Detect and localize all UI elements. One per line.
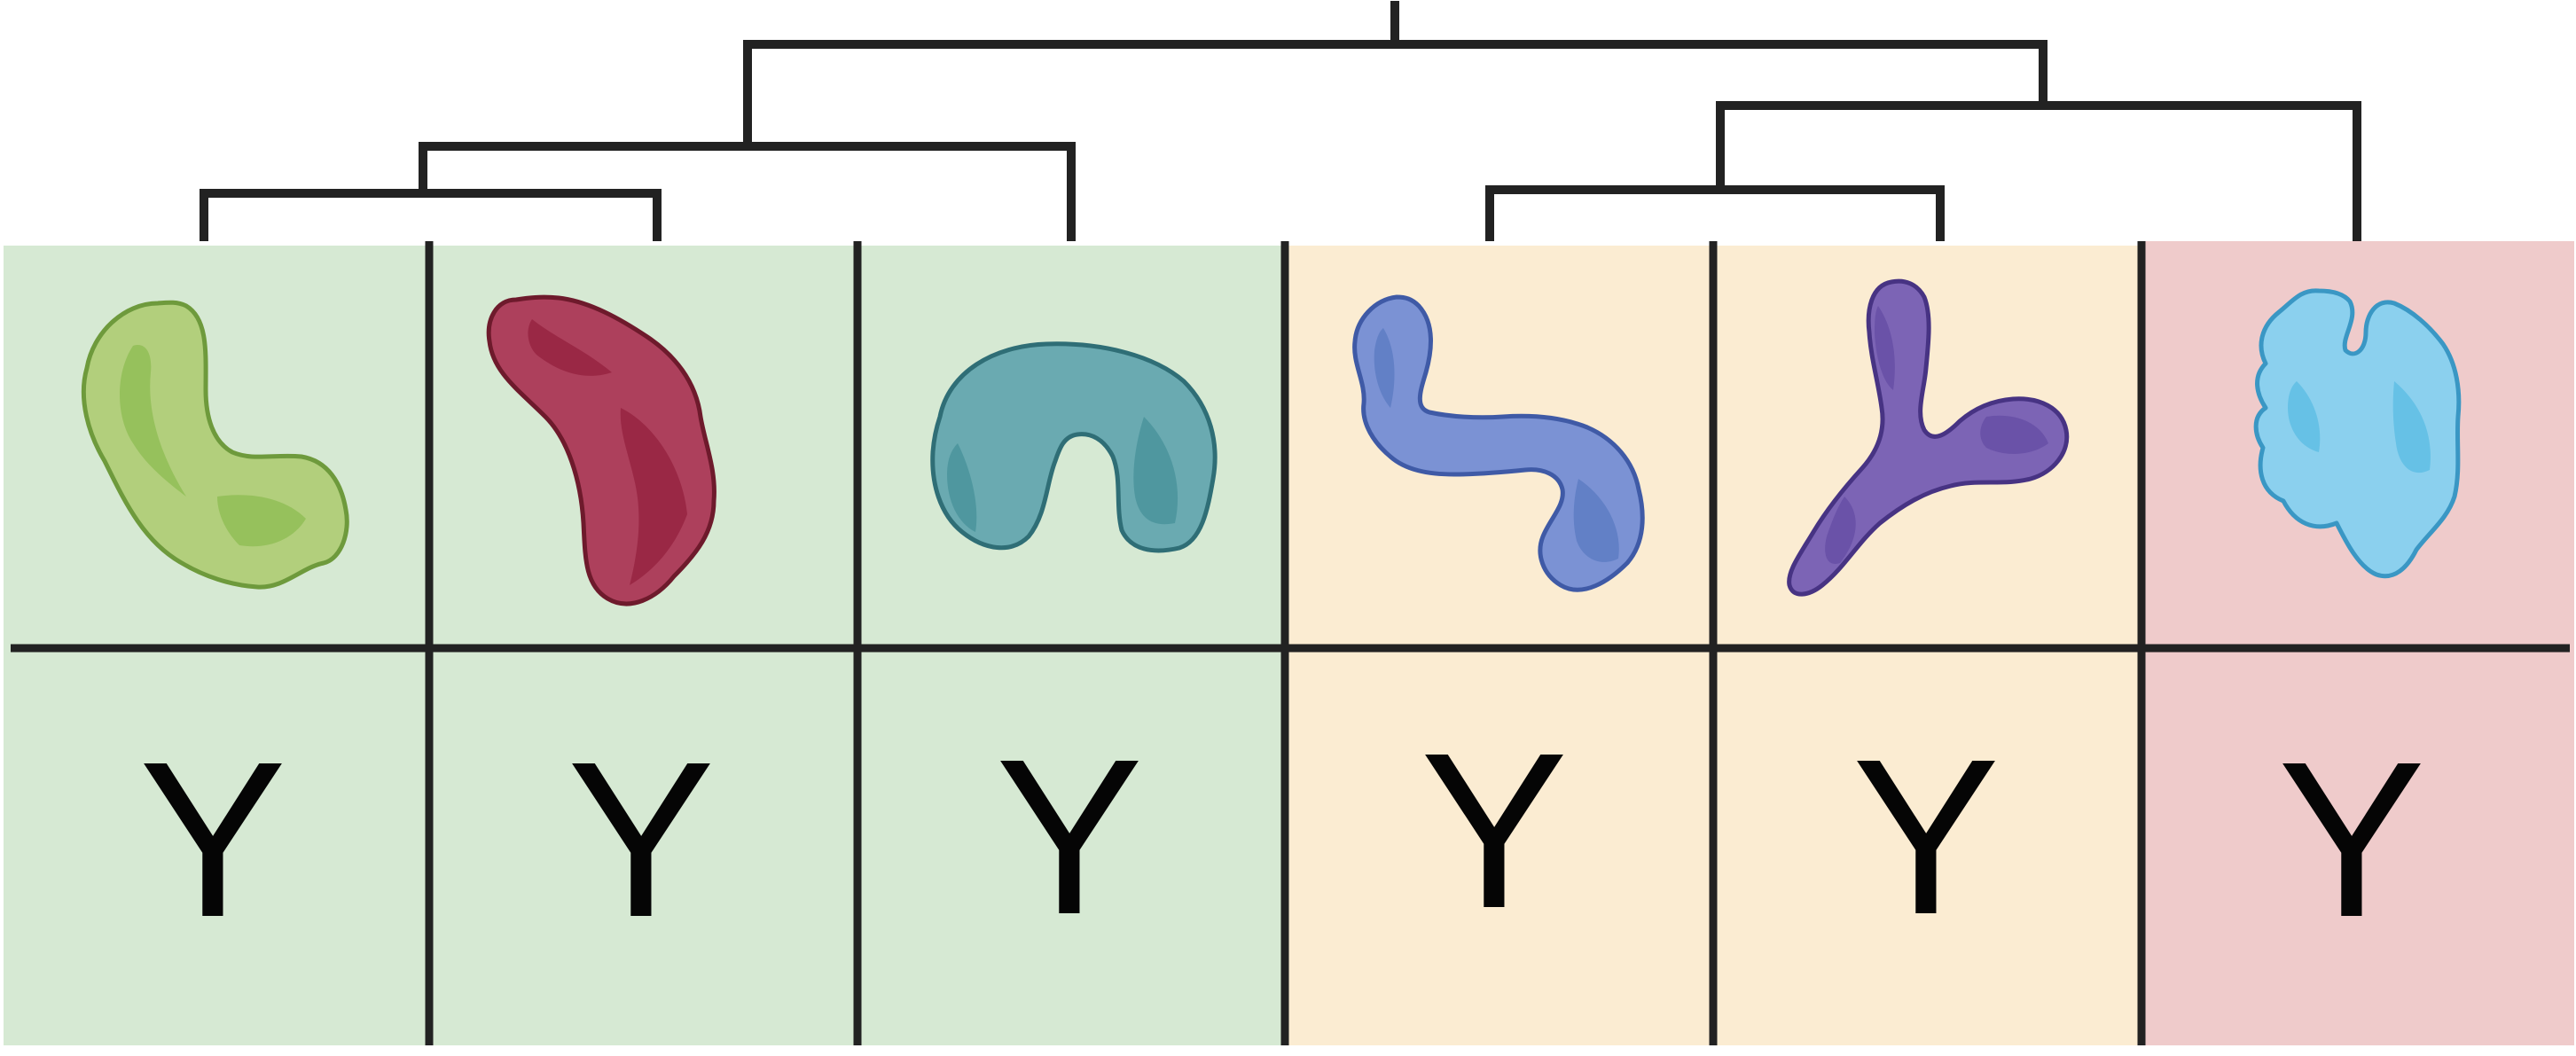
y-label: Y <box>139 716 287 963</box>
dendrogram-right-bracket <box>1720 106 2357 237</box>
dendrogram-left-inner-bracket <box>204 193 657 237</box>
y-label: Y <box>2278 716 2426 963</box>
y-label: Y <box>1421 707 1569 954</box>
y-label: Y <box>1852 713 2001 960</box>
y-label: Y <box>996 713 1144 960</box>
dendrogram <box>204 5 2357 237</box>
dendrogram-right-inner-bracket <box>1490 190 1940 237</box>
dendrogram-top-bracket <box>748 44 2043 140</box>
y-label: Y <box>568 716 716 963</box>
